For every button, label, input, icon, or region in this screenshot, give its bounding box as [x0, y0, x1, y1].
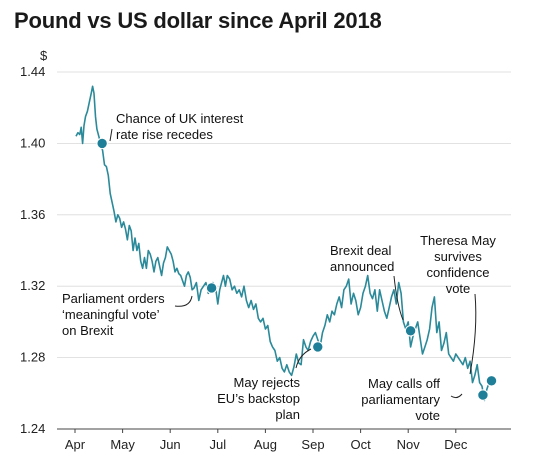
annotation-line: vote	[415, 408, 440, 423]
annotation-line: ‘meaningful vote’	[62, 307, 160, 322]
gridlines	[57, 71, 511, 430]
annotation-line: May rejects	[234, 375, 301, 390]
annotation-line: EU’s backstop	[217, 391, 300, 406]
y-axis-ticks: 1.44 1.40 1.36 1.32 1.28 1.24	[20, 64, 45, 436]
x-tick-label: Sep	[301, 437, 324, 452]
y-tick-label: 1.40	[20, 135, 45, 150]
annotation-line: parliamentary	[361, 392, 440, 407]
x-tick-label: May	[110, 437, 135, 452]
event-marker	[404, 325, 417, 337]
annotation-leader	[393, 275, 404, 321]
event-marker	[96, 137, 108, 150]
x-tick-label: Jun	[160, 437, 181, 452]
annotation-line: on Brexit	[62, 323, 114, 338]
y-axis-label: $	[40, 48, 48, 63]
annotation-line: vote	[446, 281, 471, 296]
x-tick-label: Apr	[65, 437, 86, 452]
annotation-leader	[469, 293, 477, 375]
y-tick-label: 1.32	[20, 278, 45, 293]
annotation-line: Brexit deal	[330, 243, 392, 258]
annotation-text: May calls off parliamentary vote	[361, 376, 440, 423]
annotation-line: Parliament orders	[62, 291, 165, 306]
annotation-line: Theresa May	[420, 233, 496, 248]
x-tick-label: Oct	[350, 437, 371, 452]
annotation-text: May rejects EU’s backstop plan	[217, 375, 300, 422]
series-group	[75, 85, 492, 402]
annotation-line: confidence	[427, 265, 490, 280]
event-marker	[312, 341, 324, 353]
annotation-text: Parliament orders ‘meaningful vote’ on Bre…	[62, 291, 165, 338]
event-marker	[477, 389, 489, 401]
annotation-line: survives	[434, 249, 482, 264]
annotation-leader	[450, 393, 463, 399]
annotation-text: Chance of UK interest rate rise recedes	[116, 111, 244, 142]
x-tick-label: Dec	[444, 437, 468, 452]
annotation-line: plan	[275, 407, 300, 422]
y-tick-label: 1.44	[20, 64, 45, 79]
event-marker	[205, 282, 218, 294]
annotation-line: Chance of UK interest	[116, 111, 244, 126]
annotation-line: May calls off	[368, 376, 440, 391]
chart-title: Pound vs US dollar since April 2018	[14, 8, 382, 33]
y-tick-label: 1.24	[20, 421, 45, 436]
event-marker	[485, 375, 498, 387]
annotations: Chance of UK interest rate rise recedes Pa…	[62, 111, 498, 423]
x-axis-ticks: Apr May Jun Jul Aug Sep Oct Nov Dec	[65, 429, 468, 452]
y-tick-label: 1.36	[20, 207, 45, 222]
x-tick-label: Jul	[209, 437, 226, 452]
series-line	[75, 85, 492, 402]
x-tick-label: Nov	[397, 437, 421, 452]
annotation-line: rate rise recedes	[116, 127, 213, 142]
x-tick-label: Aug	[254, 437, 277, 452]
annotation-leader	[109, 128, 113, 142]
annotation-leader	[174, 295, 193, 307]
y-tick-label: 1.28	[20, 350, 45, 365]
annotation-leader	[295, 348, 312, 369]
annotation-text: Brexit deal announced	[330, 243, 394, 274]
annotation-line: announced	[330, 259, 394, 274]
annotation-text: Theresa May survives confidence vote	[420, 233, 496, 296]
